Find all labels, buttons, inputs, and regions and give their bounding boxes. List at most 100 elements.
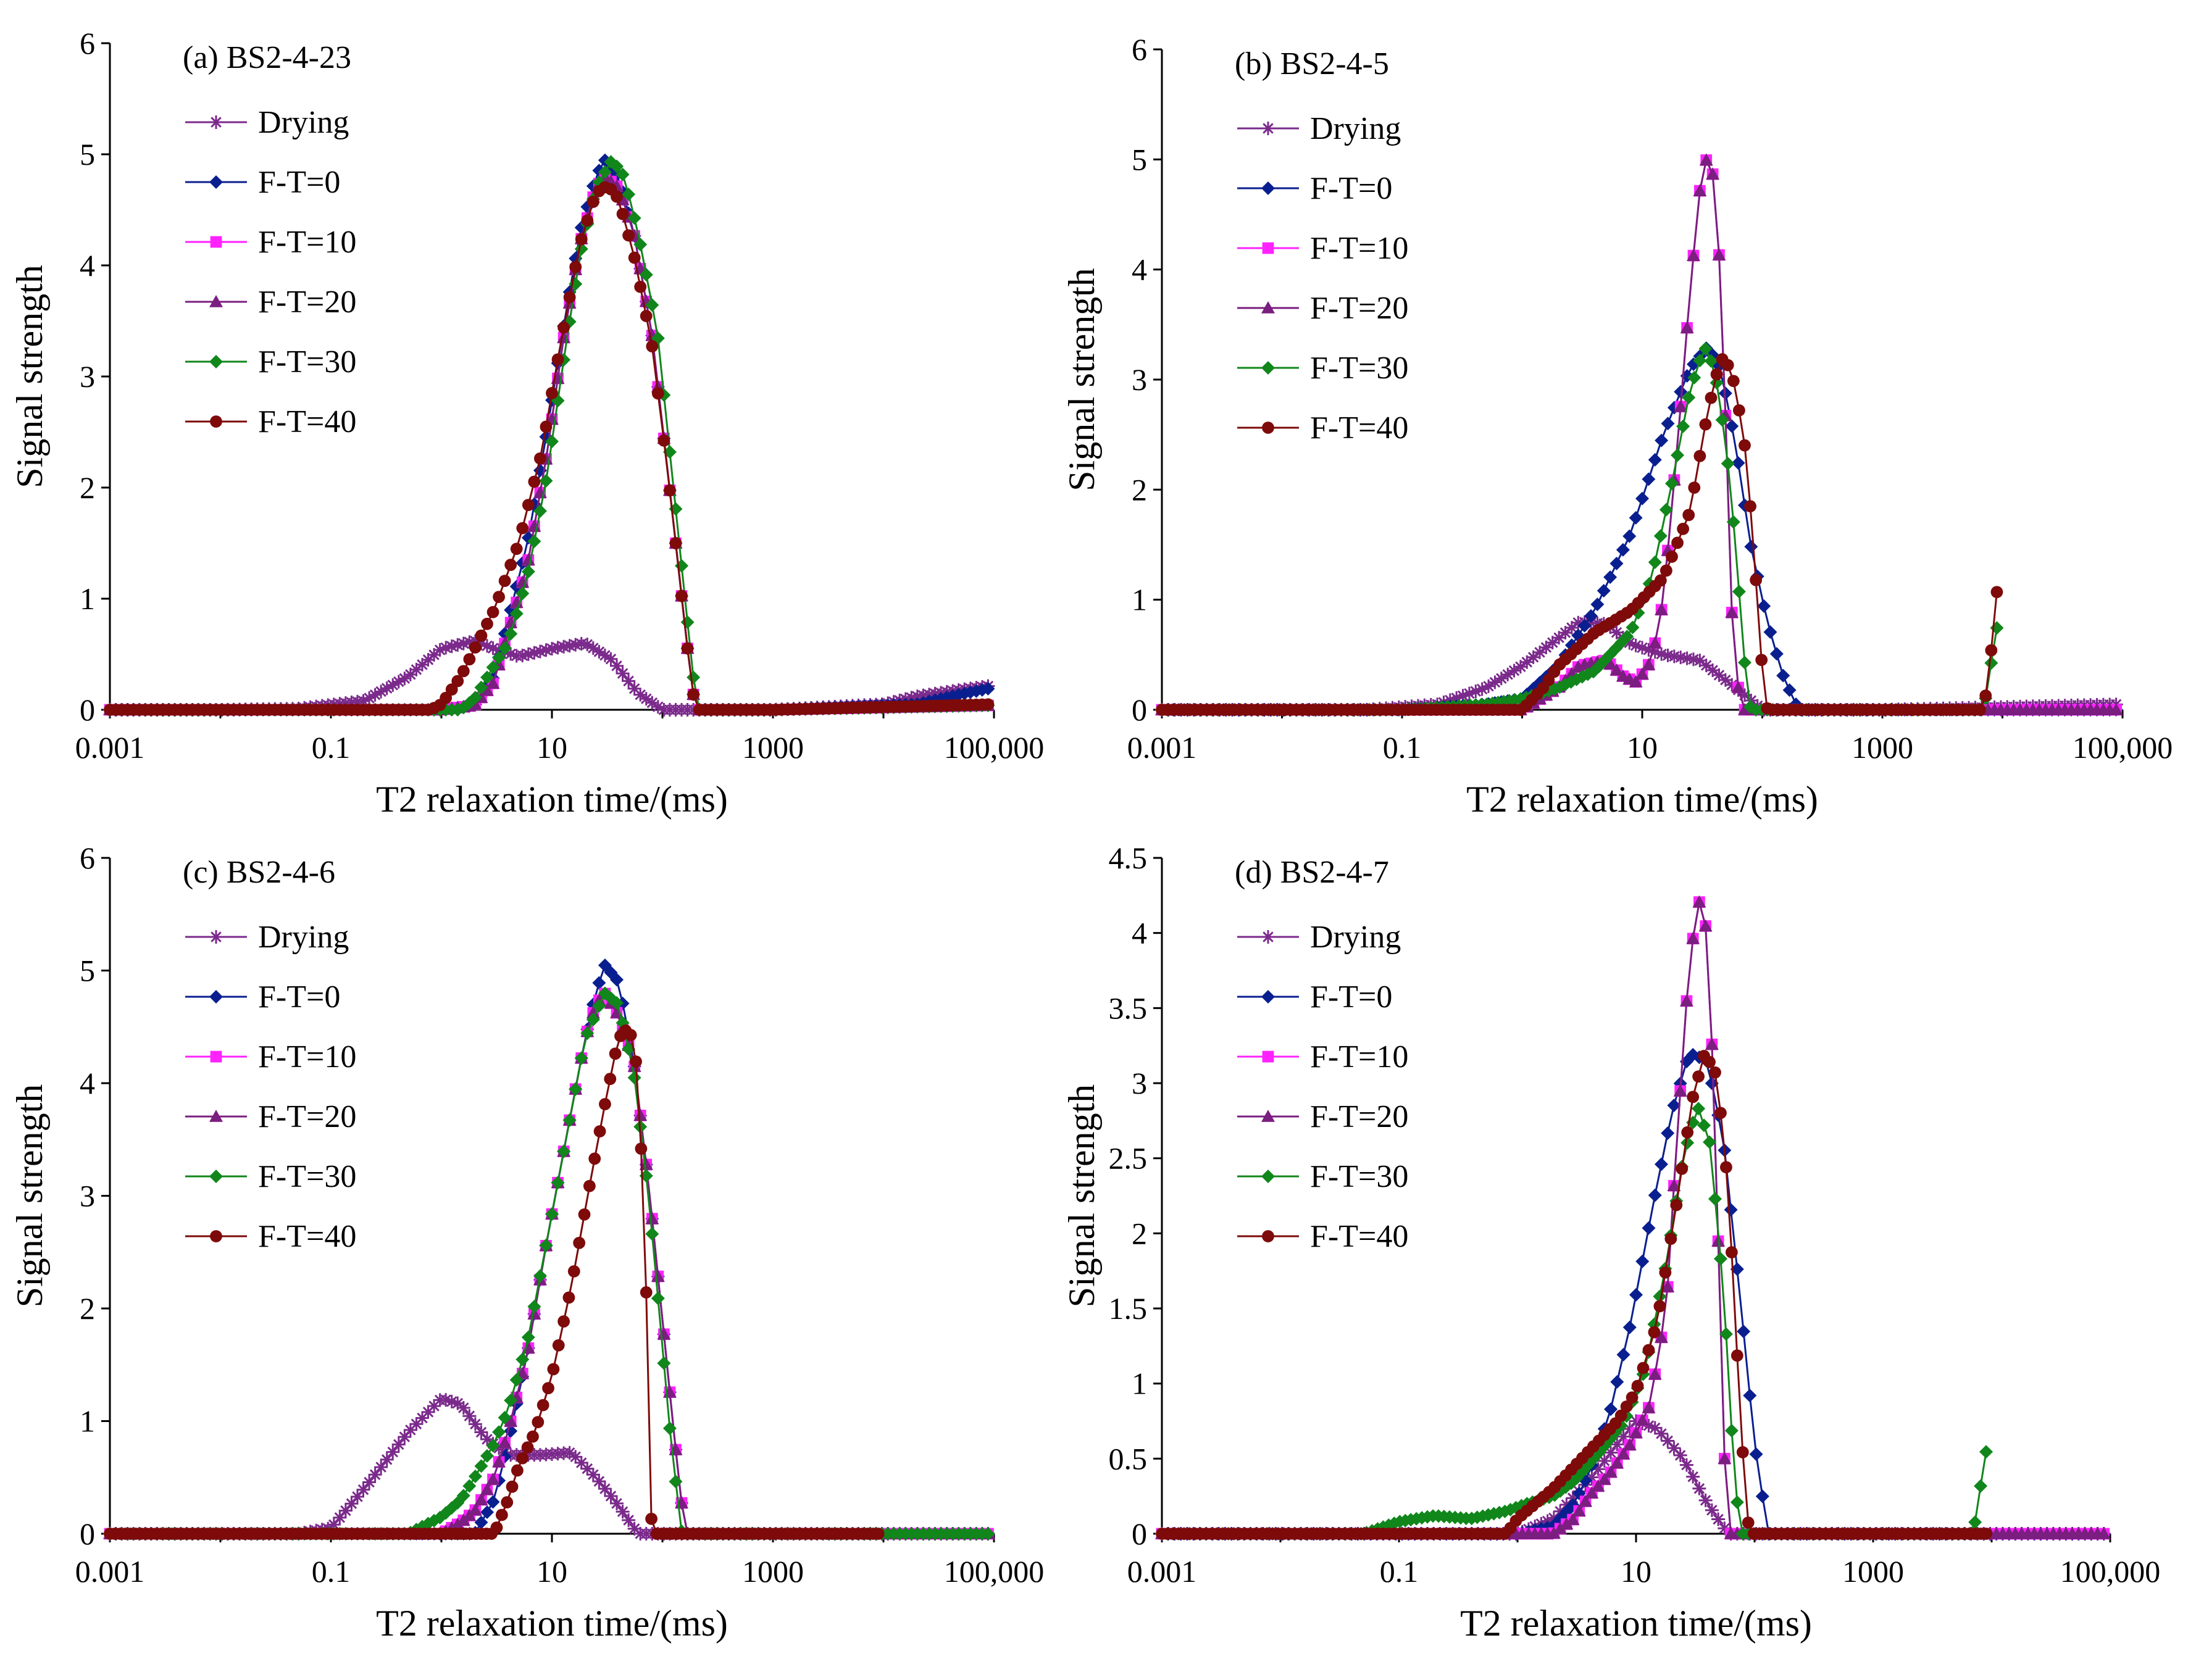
data-point [1642,658,1656,670]
data-point [1673,1084,1687,1097]
legend-label: F-T=10 [1310,231,1408,266]
data-point [1659,1266,1672,1279]
data-point [463,653,476,666]
data-point [586,641,600,655]
data-point [521,1441,534,1454]
data-point [409,1417,424,1431]
data-point [1705,1503,1719,1517]
data-point [1642,1400,1656,1413]
data-point [421,652,435,667]
data-point [669,1474,683,1489]
data-point [1737,655,1751,670]
data-point [1547,1526,1561,1539]
data-point [562,1291,575,1304]
data-point [1974,704,1987,716]
data-point [1730,1495,1744,1509]
data-point [622,1513,636,1528]
x-tick-label: 100,000 [2073,730,2173,765]
data-point [1629,1287,1643,1302]
data-point [627,1071,641,1085]
data-point [1719,1327,1733,1341]
data-point [445,1394,459,1408]
data-point [627,1521,641,1536]
data-point [1686,1470,1700,1484]
data-point [610,996,624,1010]
legend-marker [1262,1050,1274,1063]
data-point [1686,652,1700,667]
data-point [486,660,500,675]
data-point [1591,1479,1605,1492]
data-point [1520,655,1534,669]
data-point [545,642,559,655]
data-point [1610,1375,1624,1389]
data-point [1648,1421,1662,1435]
data-point [403,667,417,681]
data-point [1648,555,1662,569]
series-drying [103,1393,995,1541]
data-point [1533,645,1547,659]
data-point [338,1503,353,1518]
data-point [1676,419,1690,433]
data-point [1469,684,1483,699]
data-point [374,1460,388,1474]
data-point [1750,573,1763,586]
x-tick-label: 10 [536,1554,567,1589]
data-point [468,691,482,705]
data-point [645,298,659,312]
data-point [1782,683,1797,697]
x-tick-label: 0.001 [75,730,145,765]
data-point [639,268,653,282]
data-point [1566,1513,1580,1525]
data-point [439,1393,453,1407]
data-point [1629,511,1643,525]
data-point [1692,1481,1706,1495]
data-point [611,190,623,203]
legend-marker [210,236,222,248]
series-f-t-10 [1156,896,2110,1540]
chart-panel-1: 0 1 2 3 4 5 6 0.001 0.1 10 1000 100,000 T2 relaxatio… [9,26,1044,820]
chart-panel-4: 0 0.5 1 1.5 2 2.5 3 3.5 4 4.5 0.001 0.1 10 1000 100,00… [1061,841,2160,1644]
legend-marker [1261,361,1275,375]
x-tick-label: 0.1 [1383,730,1422,765]
data-point [640,310,653,322]
data-point [451,638,465,652]
data-point [468,1469,482,1483]
data-point [627,681,641,696]
data-point [475,630,488,642]
data-point [1622,1320,1637,1334]
data-point [1614,1409,1627,1422]
data-point [474,1425,488,1439]
panel-title: (c) BS2-4-6 [183,855,335,890]
data-point [386,1445,400,1459]
data-point [1661,417,1675,431]
data-point [333,1510,347,1524]
data-point [598,1482,612,1496]
data-point [1776,668,1790,683]
series-line [1162,346,2116,711]
data-point [1590,597,1605,612]
y-tick-label: 5 [80,954,95,988]
data-point [521,647,535,661]
series-f-t-10 [1156,154,2122,716]
data-point [651,700,665,714]
data-point [633,688,648,702]
series-f-t-0 [1155,1047,2111,1541]
data-point [1984,656,1998,670]
data-point [598,165,612,179]
data-point [492,1425,506,1439]
data-point [645,1512,658,1525]
data-point [1654,574,1667,587]
data-point [1674,399,1688,412]
data-point [586,1006,600,1018]
data-point [495,1508,508,1521]
data-point [1686,249,1700,261]
legend-marker [209,355,223,368]
data-point [1725,419,1739,433]
data-point [457,665,470,678]
data-point [391,1437,406,1452]
data-point [362,691,377,705]
data-point [469,641,482,654]
data-point [1682,509,1695,522]
data-point [451,675,464,688]
data-point [1616,1347,1630,1362]
